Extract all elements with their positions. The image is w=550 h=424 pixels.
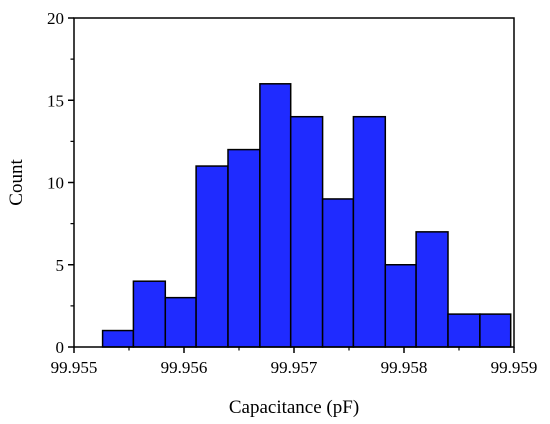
histogram-bar-5	[227, 148, 261, 348]
histogram-bar-1	[101, 329, 135, 348]
y-tick-label: 0	[56, 338, 65, 357]
histogram-bar-12	[447, 313, 481, 348]
histogram-bar-11	[415, 231, 449, 348]
x-tick-label: 99.955	[51, 358, 98, 377]
histogram-bar-7	[289, 115, 324, 348]
x-tick-label: 99.958	[381, 358, 428, 377]
histogram-bar-8	[321, 198, 355, 348]
histogram-bar-13	[479, 313, 512, 348]
y-axis-title: Count	[6, 159, 27, 206]
x-tick-label: 99.956	[161, 358, 208, 377]
histogram-bar-3	[164, 296, 197, 348]
x-tick-label: 99.957	[271, 358, 318, 377]
x-axis-title: Capacitance (pF)	[229, 397, 359, 418]
histogram-bar-9	[352, 115, 387, 348]
x-tick-label: 99.959	[491, 358, 538, 377]
y-tick-label: 10	[47, 174, 64, 193]
bars-group	[101, 83, 512, 348]
y-tick-label: 20	[47, 9, 64, 28]
histogram-bar-10	[384, 264, 417, 348]
histogram-bar-6	[259, 83, 292, 348]
y-tick-label: 5	[56, 256, 65, 275]
histogram-bar-2	[132, 280, 167, 348]
y-tick-label: 15	[47, 91, 64, 110]
histogram-bar-4	[195, 165, 229, 348]
ticks-group: 99.955 99.956 99.957 99.958 99.959 0 5 10 15 20	[47, 9, 537, 377]
